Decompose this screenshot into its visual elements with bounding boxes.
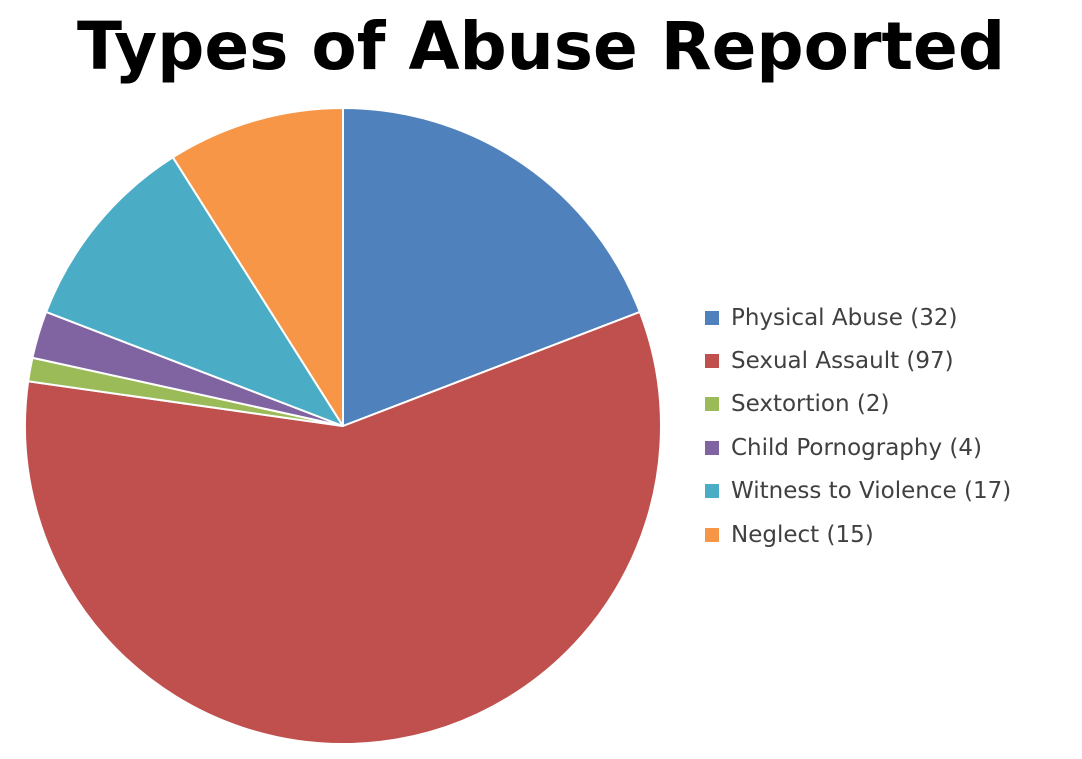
legend-swatch (705, 484, 719, 499)
pie-slice-5 (45, 156, 344, 427)
pie-slice-1 (342, 107, 641, 427)
pie-chart (23, 107, 662, 746)
legend-label: Sexual Assault (97) (731, 348, 954, 375)
legend-item: Child Pornography (4) (705, 426, 1011, 469)
legend-label: Physical Abuse (32) (731, 304, 958, 331)
legend-label: Sextortion (2) (731, 391, 890, 418)
legend-item: Sexual Assault (97) (705, 339, 1011, 382)
legend-swatch (705, 310, 719, 325)
legend-item: Witness to Violence (17) (705, 470, 1011, 513)
legend-swatch (705, 527, 719, 542)
legend-swatch (705, 354, 719, 369)
legend-swatch (705, 440, 719, 455)
legend-item: Sextortion (2) (705, 383, 1011, 426)
legend-label: Witness to Violence (17) (731, 478, 1012, 505)
legend-swatch (705, 397, 719, 412)
legend-item: Neglect (15) (705, 513, 1011, 556)
legend-item: Physical Abuse (32) (705, 296, 1011, 339)
legend-label: Child Pornography (4) (731, 434, 982, 461)
pie-slice-6 (171, 107, 344, 427)
pie-slices (23, 107, 662, 746)
legend-label: Neglect (15) (731, 521, 874, 548)
chart-title: Types of Abuse Reported (76, 8, 1006, 85)
pie-slice-2 (23, 310, 662, 746)
chart-legend: Physical Abuse (32) Sexual Assault (97) Se… (705, 296, 1011, 556)
